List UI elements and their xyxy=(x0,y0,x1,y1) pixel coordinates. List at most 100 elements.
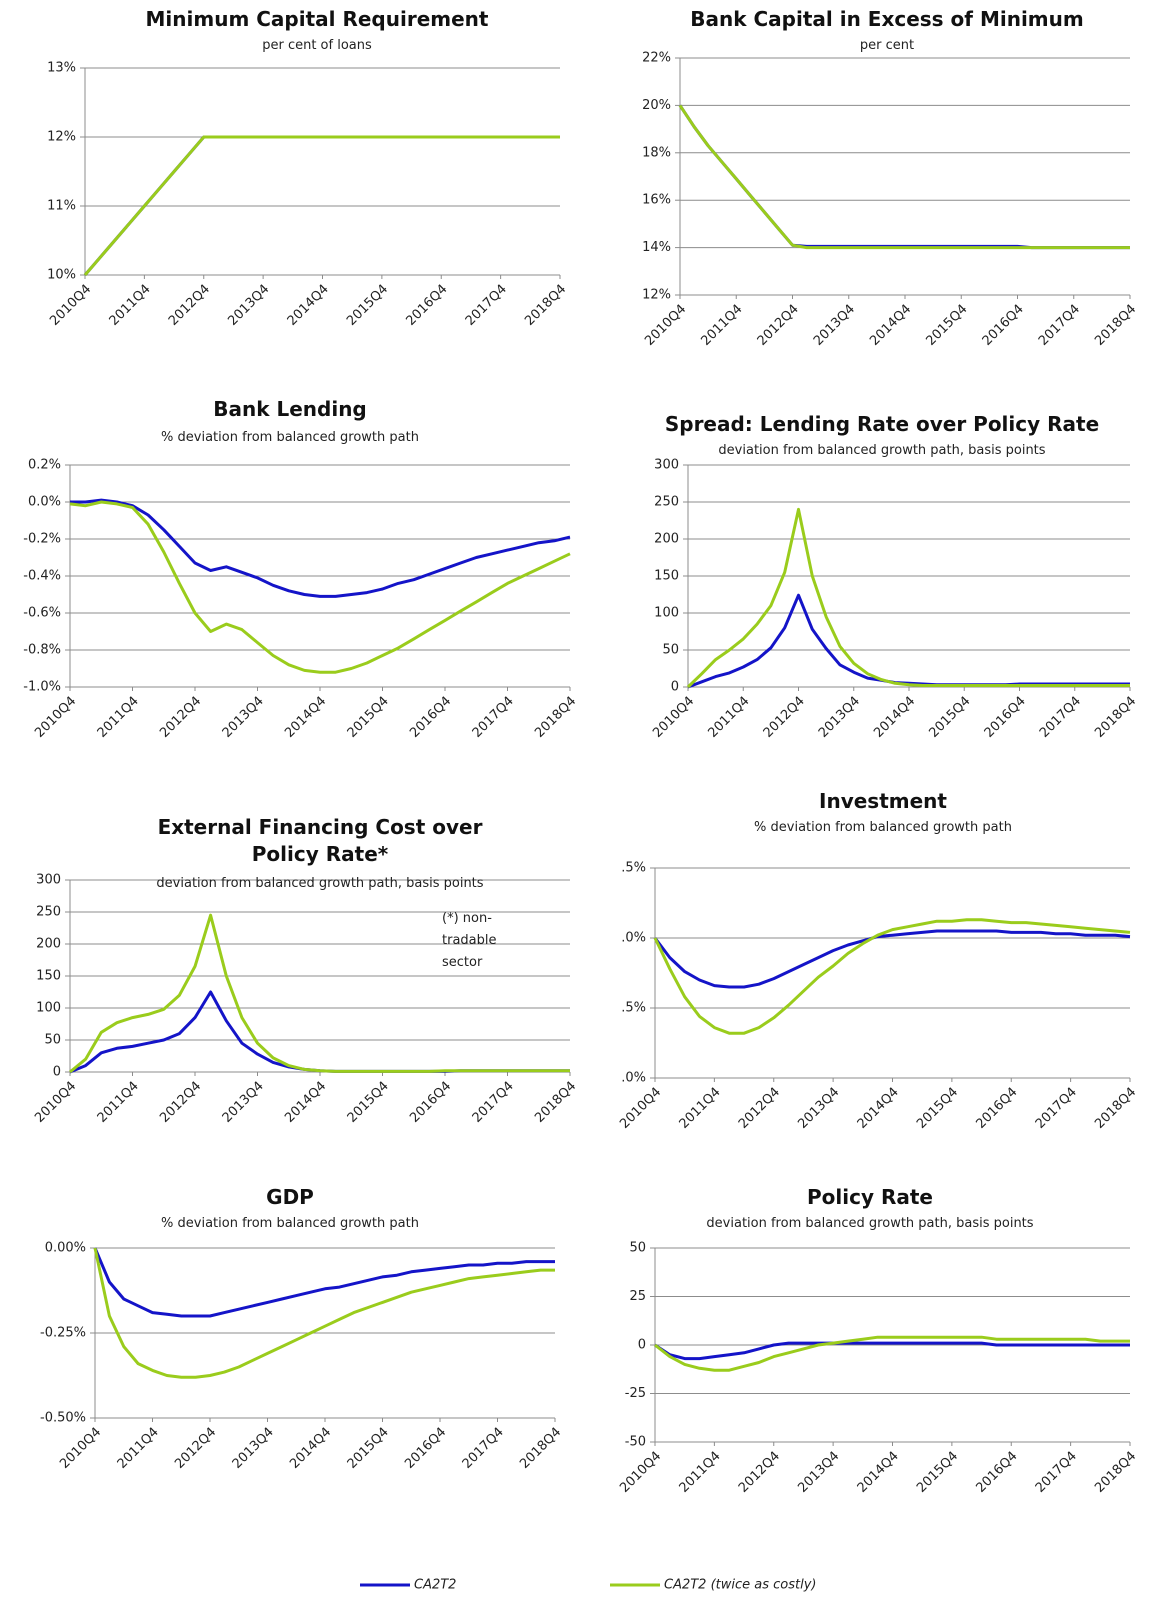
x-tick-label: 2014Q4 xyxy=(867,302,914,349)
x-tick-label: 2018Q4 xyxy=(517,1425,564,1472)
chart-subtitle: % deviation from balanced growth path xyxy=(754,820,1012,835)
data-line xyxy=(70,498,571,598)
x-tick-label: 2012Q4 xyxy=(157,694,204,741)
y-tick-label: 0 xyxy=(638,1338,646,1353)
y-tick-label: 13% xyxy=(47,61,76,76)
data-line xyxy=(687,593,1130,689)
x-tick-label: 2014Q4 xyxy=(282,694,329,741)
y-tick-label: 300 xyxy=(36,873,61,888)
chart-subtitle: % deviation from balanced growth path xyxy=(161,1216,419,1231)
y-tick-label: 10% xyxy=(47,268,76,283)
y-tick-label: -0.6% xyxy=(23,606,61,621)
data-line xyxy=(653,918,1131,1035)
x-tick-label: 2014Q4 xyxy=(855,1449,902,1496)
y-tick-label: 16% xyxy=(642,193,671,208)
x-tick-label: 2016Q4 xyxy=(407,1079,454,1126)
x-tick-label: 2017Q4 xyxy=(470,694,517,741)
x-tick-label: 2011Q4 xyxy=(115,1425,162,1472)
x-tick-label: 2013Q4 xyxy=(230,1425,277,1472)
x-tick-label: 2014Q4 xyxy=(855,1085,902,1132)
y-tick-label: 12% xyxy=(642,288,671,303)
x-tick-label: 2017Q4 xyxy=(470,1079,517,1126)
annotation: (*) non-tradable sector xyxy=(442,911,497,970)
x-tick-label: 2011Q4 xyxy=(705,694,752,741)
x-tick-label: 2010Q4 xyxy=(617,1085,664,1132)
x-tick-label: 2018Q4 xyxy=(532,1079,579,1126)
x-tick-label: 2011Q4 xyxy=(95,1079,142,1126)
x-tick-label: 2014Q4 xyxy=(285,282,332,329)
x-tick-label: 2010Q4 xyxy=(617,1449,664,1496)
x-tick-label: 2015Q4 xyxy=(345,694,392,741)
y-tick-label: 150 xyxy=(36,969,61,984)
y-tick-label: -25 xyxy=(625,1386,646,1401)
chart-title: Bank Capital in Excess of Minimum xyxy=(690,7,1084,31)
y-tick-label: 11% xyxy=(47,199,76,214)
y-tick-label: 22% xyxy=(642,51,671,66)
x-tick-label: 2017Q4 xyxy=(1037,694,1084,741)
x-tick-label: 2016Q4 xyxy=(973,1449,1020,1496)
y-tick-label: 250 xyxy=(36,905,61,920)
data-line xyxy=(654,1335,1130,1372)
x-tick-label: 2015Q4 xyxy=(923,302,970,349)
data-line xyxy=(678,104,1130,250)
x-tick-label: 2011Q4 xyxy=(698,302,745,349)
x-tick-label: 2013Q4 xyxy=(225,282,272,329)
chart-subtitle: deviation from balanced growth path, bas… xyxy=(156,876,484,891)
y-tick-label: 0 xyxy=(671,680,679,695)
y-tick-label: 200 xyxy=(36,937,61,952)
data-line xyxy=(678,104,1130,250)
x-tick-label: 2016Q4 xyxy=(402,1425,449,1472)
y-tick-label: 12% xyxy=(47,130,76,145)
x-tick-label: 2017Q4 xyxy=(1033,1449,1080,1496)
x-tick-label: 2017Q4 xyxy=(1033,1085,1080,1132)
x-tick-label: 2011Q4 xyxy=(677,1449,724,1496)
x-tick-label: 2018Q4 xyxy=(1092,1085,1139,1132)
y-tick-label: -0.8% xyxy=(23,643,61,658)
data-line xyxy=(93,1247,555,1379)
x-tick-label: 2018Q4 xyxy=(1092,694,1139,741)
legend-label: CA2T2 (twice as costly) xyxy=(664,1578,817,1593)
y-tick-label: .0% xyxy=(621,1071,646,1086)
chart-title: GDP xyxy=(266,1185,314,1209)
x-tick-label: 2013Q4 xyxy=(220,1079,267,1126)
y-tick-label: 50 xyxy=(662,643,679,658)
y-tick-label: 0.2% xyxy=(28,458,61,473)
chart-subtitle: per cent xyxy=(859,38,915,53)
y-tick-label: 200 xyxy=(654,532,679,547)
x-tick-label: 2013Q4 xyxy=(816,694,863,741)
y-tick-label: 150 xyxy=(654,569,679,584)
x-tick-label: 2014Q4 xyxy=(282,1079,329,1126)
x-tick-label: 2018Q4 xyxy=(1092,302,1139,349)
y-tick-label: -0.4% xyxy=(23,569,61,584)
data-line xyxy=(69,500,571,674)
chart-subtitle: deviation from balanced growth path, bas… xyxy=(706,1216,1034,1231)
chart-title: External Financing Cost over Policy Rate… xyxy=(157,815,483,866)
data-line xyxy=(686,507,1130,689)
y-tick-label: -0.2% xyxy=(23,532,61,547)
chart-title: Policy Rate xyxy=(807,1185,933,1209)
y-tick-label: 18% xyxy=(642,145,671,160)
x-tick-label: 2012Q4 xyxy=(761,694,808,741)
x-tick-label: 2011Q4 xyxy=(107,282,154,329)
y-tick-label: 25 xyxy=(629,1289,646,1304)
y-tick-label: 20% xyxy=(642,98,671,113)
y-tick-label: 0 xyxy=(53,1065,61,1080)
x-tick-label: 2015Q4 xyxy=(914,1085,961,1132)
legend-label: CA2T2 xyxy=(414,1578,456,1593)
x-tick-label: 2012Q4 xyxy=(736,1449,783,1496)
x-tick-label: 2011Q4 xyxy=(677,1085,724,1132)
x-tick-label: 2010Q4 xyxy=(642,302,689,349)
chart-subtitle: per cent of loans xyxy=(262,38,372,53)
x-tick-label: 2016Q4 xyxy=(982,694,1029,741)
x-tick-label: 2014Q4 xyxy=(287,1425,334,1472)
x-tick-label: 2015Q4 xyxy=(344,282,391,329)
y-tick-label: .5% xyxy=(621,861,646,876)
x-tick-label: 2013Q4 xyxy=(220,694,267,741)
chart-title: Investment xyxy=(819,789,947,813)
x-tick-label: 2016Q4 xyxy=(407,694,454,741)
x-tick-label: 2012Q4 xyxy=(172,1425,219,1472)
y-tick-label: -1.0% xyxy=(23,680,61,695)
data-line xyxy=(69,913,570,1074)
